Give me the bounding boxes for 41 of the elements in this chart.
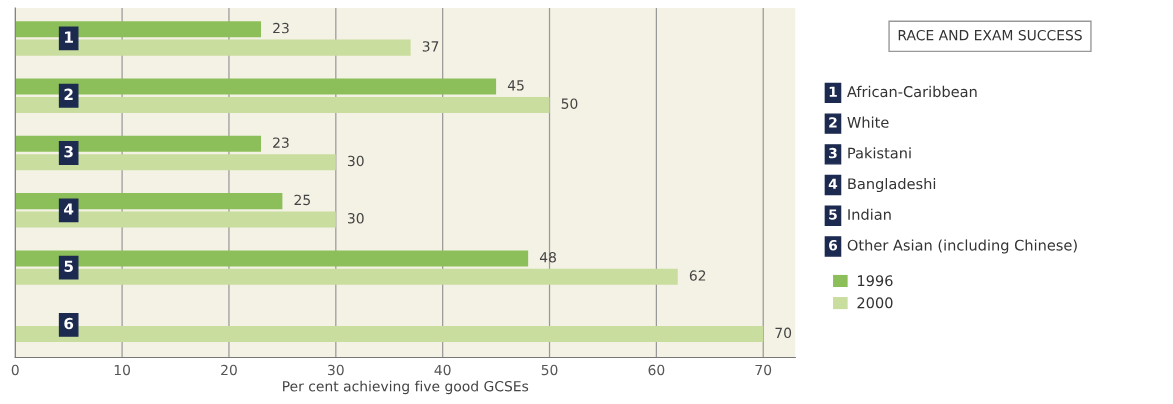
y-tick-label: 1 (65, 31, 73, 43)
data-label: 30 (347, 155, 364, 167)
category-label: 1 (829, 86, 837, 97)
data-label: 62 (689, 270, 706, 281)
text: Pakistani (848, 147, 911, 159)
text: RACE AND EXAM SUCCESS (898, 29, 1082, 41)
y-tick-label: 4 (64, 203, 74, 215)
x-axis-title: Per cent achieving five good GCSEs (283, 380, 529, 395)
data-label: 48 (539, 251, 556, 263)
category-label: 6 (829, 239, 838, 251)
x-tick-label: 50 (541, 364, 558, 376)
data-label: 70 (775, 327, 792, 339)
data-label: 50 (561, 98, 578, 109)
data-label: 25 (294, 194, 310, 206)
text: Other Asian (including Chinese) (847, 239, 1077, 254)
legend-label: 2000 (857, 297, 893, 309)
x-tick-label: 40 (434, 364, 451, 376)
y-tick-label: 3 (64, 145, 73, 158)
y-tick-label: 6 (64, 317, 74, 330)
category-label: 2 (829, 117, 837, 128)
x-tick-label: 0 (11, 364, 19, 376)
text: White (847, 116, 889, 128)
text: African-Caribbean (847, 85, 977, 98)
legend-label: 1996 (857, 275, 893, 287)
x-tick-label: 20 (221, 364, 237, 376)
category-label: 5 (829, 209, 837, 220)
data-label: 37 (422, 41, 439, 52)
x-tick-label: 70 (755, 364, 772, 376)
x-tick-label: 30 (328, 364, 344, 376)
data-label: 23 (273, 137, 289, 148)
data-label: 23 (273, 22, 289, 34)
data-label: 30 (347, 213, 364, 224)
category-label: 3 (829, 147, 837, 159)
x-tick-label: 10 (114, 364, 131, 376)
y-tick-label: 5 (64, 260, 73, 273)
text: Bangladeshi (848, 177, 936, 193)
x-tick-label: 60 (648, 364, 665, 376)
category-label: 4 (828, 178, 838, 189)
y-tick-label: 2 (64, 88, 73, 100)
text: Indian (848, 208, 891, 220)
data-label: 45 (507, 80, 524, 91)
